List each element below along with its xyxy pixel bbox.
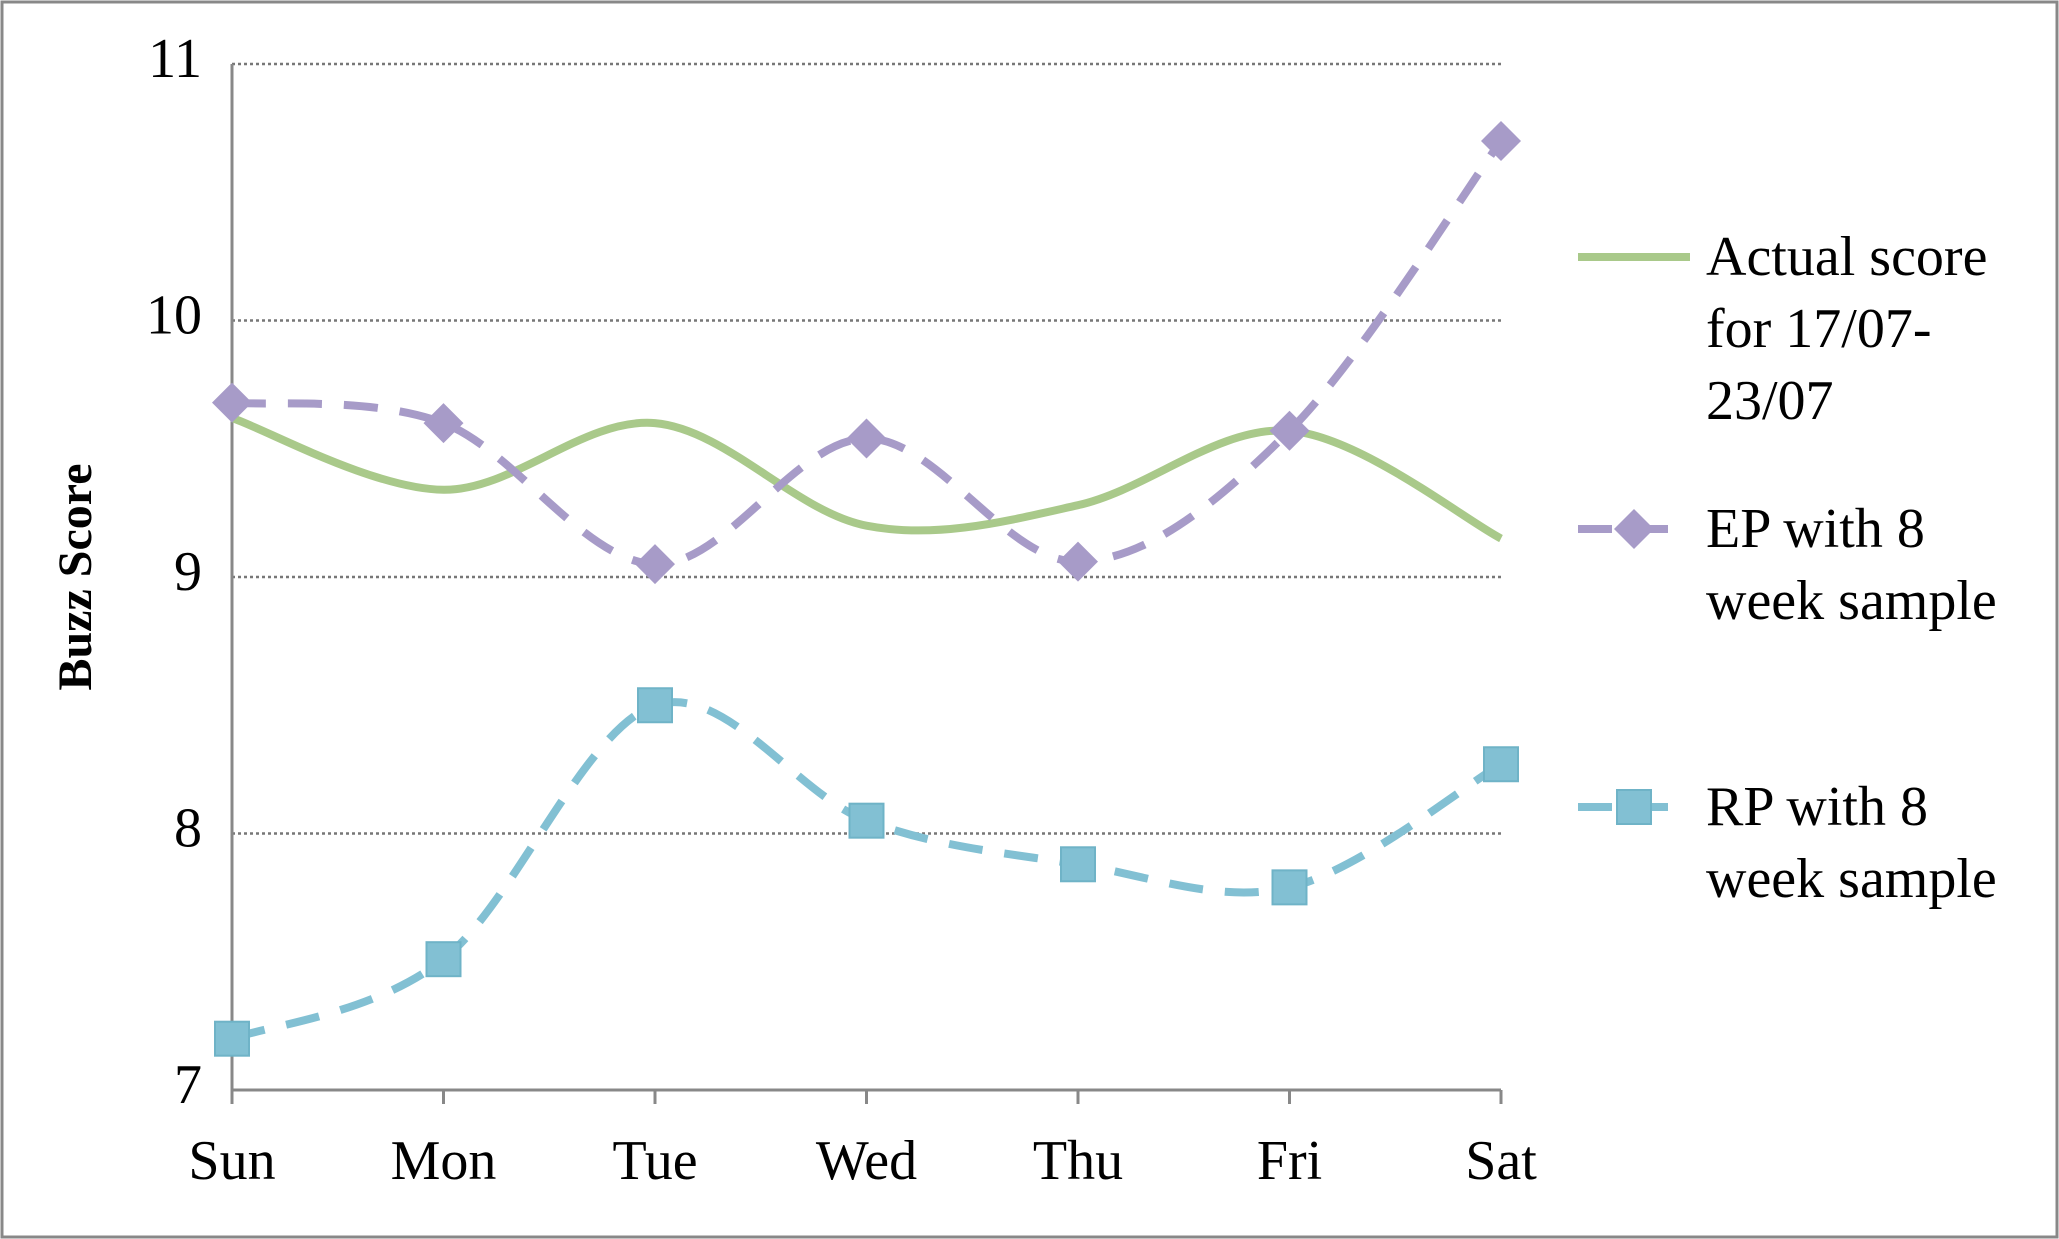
y-tick-label: 7 (174, 1054, 202, 1116)
marker (212, 382, 252, 423)
y-axis-label: Buzz Score (49, 463, 102, 690)
x-tick-label: Tue (612, 1130, 697, 1192)
x-tick-label: Wed (816, 1130, 917, 1192)
marker (1614, 509, 1654, 549)
marker (1483, 746, 1519, 783)
marker (214, 1020, 250, 1057)
marker (848, 802, 885, 839)
marker (635, 544, 675, 585)
marker (1269, 410, 1310, 451)
marker (637, 687, 673, 724)
marker (425, 941, 462, 978)
marker (1616, 789, 1652, 825)
y-tick-label: 11 (148, 28, 202, 90)
marker (846, 418, 887, 459)
marker (1060, 846, 1096, 883)
legend-label: RP with 8 week sample (1706, 776, 1997, 910)
y-tick-label: 9 (174, 541, 202, 603)
x-tick-label: Sat (1465, 1130, 1537, 1192)
marker (1481, 120, 1521, 161)
legend-label: Actual score for 17/07-23/07 (1706, 226, 1988, 432)
x-tick-label: Fri (1257, 1130, 1322, 1192)
x-tick-label: Mon (391, 1130, 497, 1192)
y-tick-label: 10 (146, 284, 202, 346)
legend-label: EP with 8 week sample (1706, 498, 1997, 632)
marker (1271, 869, 1308, 906)
marker (1058, 541, 1098, 582)
x-tick-label: Thu (1033, 1130, 1123, 1192)
marker (423, 403, 464, 444)
y-tick-label: 8 (174, 797, 202, 859)
x-tick-label: Sun (188, 1130, 275, 1192)
